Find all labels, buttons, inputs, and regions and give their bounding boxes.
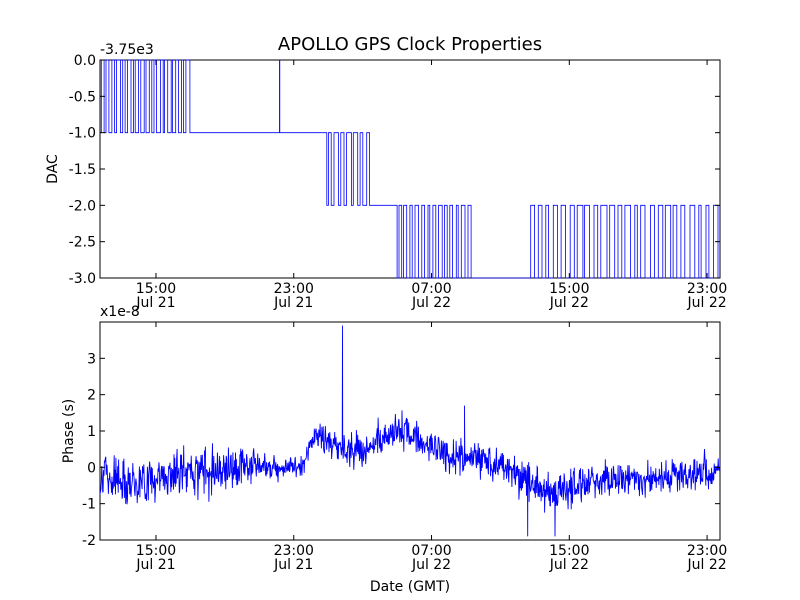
dac-y-tick-label: -1.5 xyxy=(69,162,96,178)
dac-x-tick-time: 15:00 xyxy=(549,281,589,297)
phase-x-tick-date: Jul 22 xyxy=(411,557,451,573)
dac-series-line xyxy=(100,59,720,279)
phase-x-tick-time: 15:00 xyxy=(549,543,589,559)
dac-y-ticks: 0.0 -0.5 -1.0 -1.5 -2.0 -2.5 -3.0 xyxy=(69,53,720,287)
phase-y-ticks: 3 2 1 0 -1 -2 xyxy=(82,351,720,549)
dac-y-tick-label: -2.5 xyxy=(69,235,96,251)
dac-y-tick-label: 0.0 xyxy=(74,53,96,69)
phase-x-tick-time: 07:00 xyxy=(411,543,451,559)
dac-offset-label: -3.75e3 xyxy=(100,42,154,58)
phase-x-tick-time: 15:00 xyxy=(136,543,176,559)
dac-x-tick-time: 23:00 xyxy=(274,281,314,297)
dac-x-tick-time: 07:00 xyxy=(411,281,451,297)
dac-y-tick-label: -2.0 xyxy=(69,198,96,214)
dac-y-tick-label: -1.0 xyxy=(69,126,96,142)
dac-y-axis-label: DAC xyxy=(45,154,61,184)
dac-x-tick-date: Jul 21 xyxy=(273,295,313,311)
chart-title: APOLLO GPS Clock Properties xyxy=(278,34,542,55)
dac-trace xyxy=(100,59,720,279)
phase-x-tick-date: Jul 21 xyxy=(273,557,313,573)
x-axis-label: Date (GMT) xyxy=(370,579,450,595)
dac-x-tick-date: Jul 22 xyxy=(687,295,727,311)
dac-x-tick-date: Jul 22 xyxy=(411,295,451,311)
dac-y-tick-label: -3.0 xyxy=(69,271,96,287)
phase-y-tick-label: 2 xyxy=(87,388,96,404)
dac-x-tick-time: 15:00 xyxy=(136,281,176,297)
phase-plot-area xyxy=(99,321,721,541)
phase-y-tick-label: 3 xyxy=(87,351,96,367)
phase-x-tick-date: Jul 22 xyxy=(687,557,727,573)
phase-x-tick-date: Jul 21 xyxy=(135,557,175,573)
dac-x-tick-time: 23:00 xyxy=(687,281,727,297)
phase-y-tick-label: 1 xyxy=(87,424,96,440)
phase-x-tick-date: Jul 22 xyxy=(549,557,589,573)
phase-y-axis-label: Phase (s) xyxy=(61,399,77,463)
phase-x-tick-time: 23:00 xyxy=(687,543,727,559)
phase-trace xyxy=(99,325,721,537)
dac-y-tick-label: -0.5 xyxy=(69,89,96,105)
phase-y-tick-label: -2 xyxy=(82,533,96,549)
phase-y-tick-label: -1 xyxy=(82,497,96,513)
phase-offset-label: x1e-8 xyxy=(100,304,140,320)
dac-x-tick-date: Jul 22 xyxy=(549,295,589,311)
dac-x-tick-date: Jul 21 xyxy=(135,295,175,311)
phase-y-tick-label: 0 xyxy=(87,460,96,476)
phase-x-tick-time: 23:00 xyxy=(274,543,314,559)
phase-series-line xyxy=(99,325,721,537)
